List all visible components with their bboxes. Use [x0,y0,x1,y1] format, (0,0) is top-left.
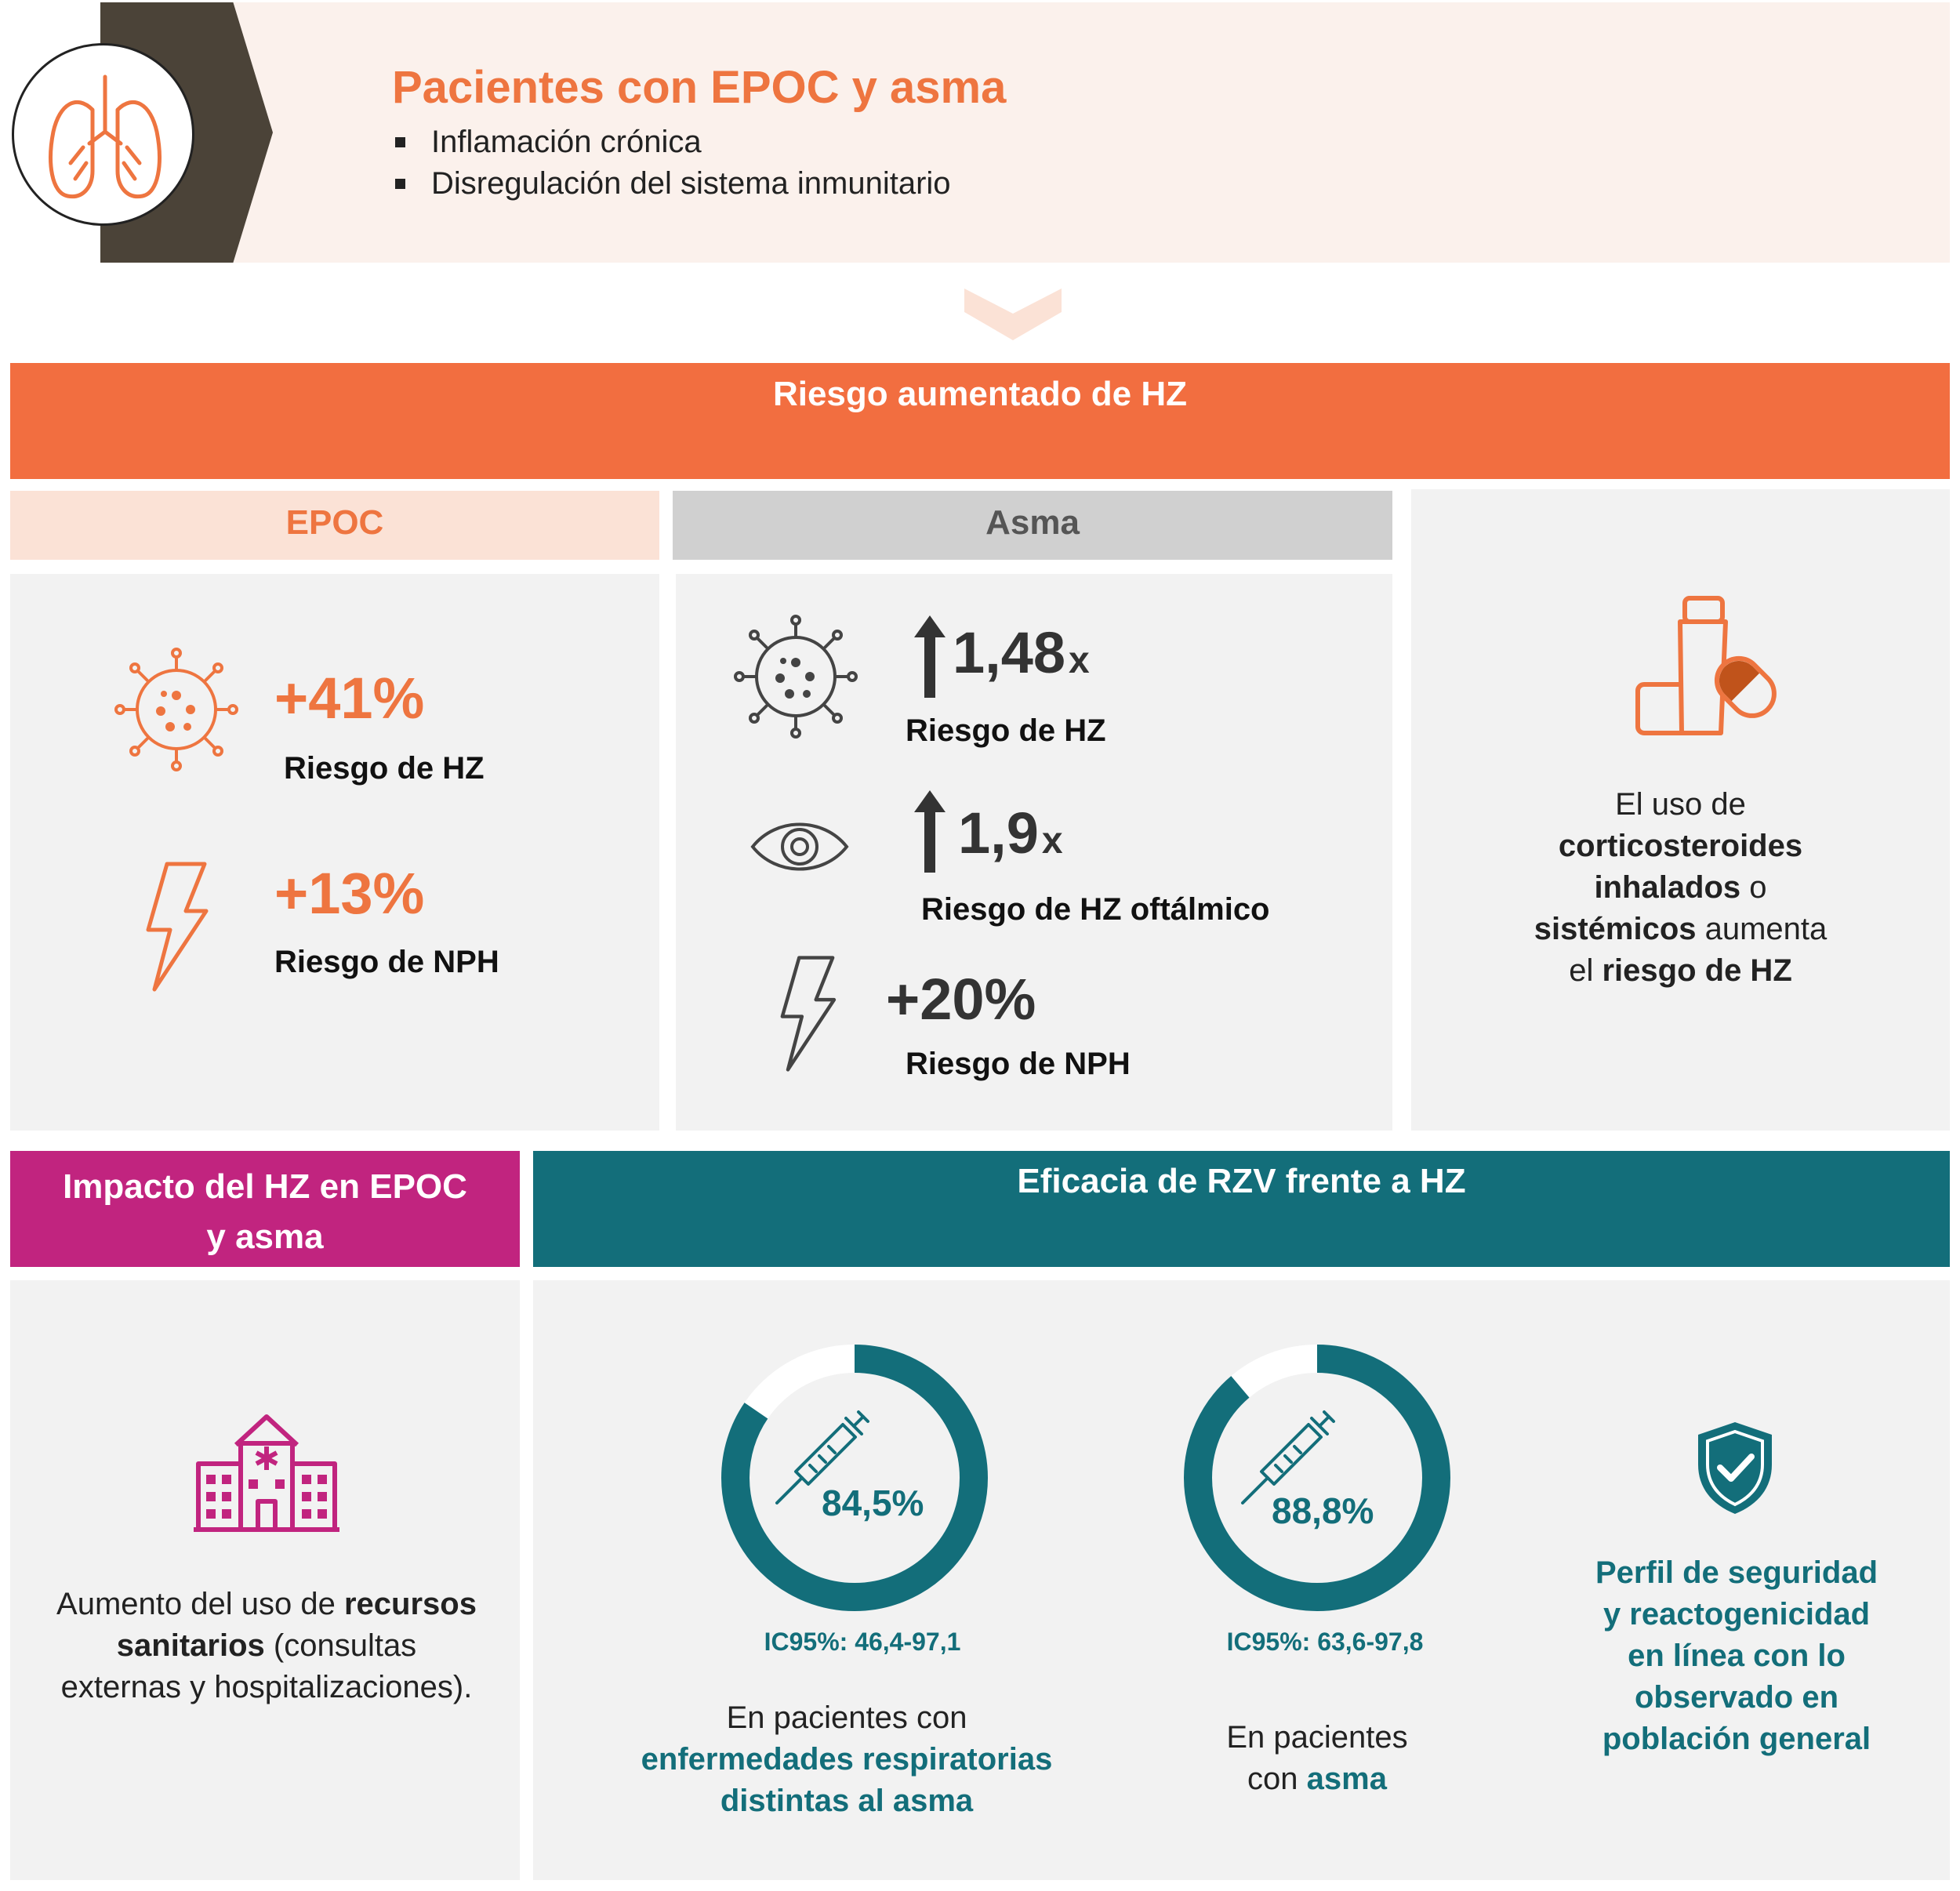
virus-icon [734,615,858,739]
asma-hz-number: 1,48 [953,620,1066,685]
epoc-nph-label: Riesgo de NPH [274,945,499,979]
safety-line: población general [1602,1722,1871,1756]
donut-description: En pacientes con asma [1160,1717,1474,1800]
asma-hz-unit: x [1069,640,1090,681]
asma-hz-value: 1,48x [953,619,1090,686]
epoc-hz-value: +41% [274,666,425,731]
safety-line: en línea con lo [1628,1639,1846,1673]
impact-t2: recursos [343,1587,477,1621]
asma-label: Asma [985,503,1080,542]
header-bullet: Disregulación del sistema inmunitario [392,163,951,205]
cort-t3: inhalados [1594,870,1741,905]
header-bullet: Inflamación crónica [392,122,951,163]
asma-eye-unit: x [1041,820,1063,862]
epoc-label: EPOC [285,503,384,542]
desc-line: enfermedades respiratorias [641,1742,1053,1777]
impact-panel [10,1280,520,1880]
impact-title: Impacto del HZ en EPOC y asma [10,1162,520,1262]
eye-icon [750,822,849,871]
lightning-icon [780,956,837,1072]
syringe-icon [775,1410,869,1504]
lungs-icon-circle [12,43,194,226]
asma-eye-label: Riesgo de HZ oftálmico [921,892,1270,927]
pill-icon [1714,655,1777,718]
epoc-nph-value: +13% [274,861,425,926]
header-bullet-list: Inflamación crónica Disregulación del si… [392,122,951,205]
impact-t3: sanitarios [116,1628,265,1663]
desc-line: con [1247,1762,1307,1796]
shield-check-icon [1698,1422,1772,1514]
risk-band [10,363,1950,479]
impact-t1: Aumento del uso de [56,1587,344,1621]
donut-value-arc [721,1345,988,1611]
impact-title-line: Impacto del HZ en EPOC [63,1167,467,1206]
epoc-hz-label: Riesgo de HZ [284,751,485,786]
desc-line: En pacientes [1226,1720,1408,1755]
lightning-icon [146,862,209,992]
impact-title-line: y asma [206,1218,324,1256]
efficacy-title: Eficacia de RZV frente a HZ [1017,1162,1466,1200]
arrow-up-icon [914,615,946,698]
epoc-tab [10,491,659,560]
impact-text: Aumento del uso de recursos sanitarios (… [31,1584,502,1708]
efficacy-donut [721,1345,988,1611]
asma-nph-value: +20% [886,967,1036,1032]
asma-eye-value: 1,9x [958,800,1063,866]
inhaler-icon [1635,596,1777,735]
virus-icon [114,648,238,771]
safety-line: observado en [1634,1680,1839,1715]
cort-t4: o [1740,870,1767,905]
header-banner [102,2,1950,263]
cort-t2: corticosteroides [1558,829,1803,863]
risk-title: Riesgo aumentado de HZ [772,375,1188,413]
confidence-interval: IC95%: 63,6-97,8 [1226,1628,1424,1656]
efficacy-donut [1184,1345,1450,1611]
donut-value-arc [1184,1345,1450,1611]
corticosteroids-text: El uso de corticosteroides inhalados o s… [1439,784,1922,992]
cort-t1: El uso de [1615,787,1746,822]
hospital-icon [194,1414,339,1532]
cort-t6: aumenta [1696,912,1828,946]
cort-t8: riesgo de HZ [1602,953,1792,988]
arrow-up-icon [914,790,946,873]
asma-hz-label: Riesgo de HZ [906,713,1106,748]
header-title: Pacientes con EPOC y asma [392,62,1007,113]
desc-line: distintas al asma [720,1784,974,1818]
impact-t5: externas y hospitalizaciones). [60,1670,473,1704]
lungs-icon [49,74,162,199]
impact-t4: (consultas [264,1628,417,1663]
cort-t5: sistémicos [1534,912,1697,946]
asma-nph-label: Riesgo de NPH [906,1047,1131,1081]
safety-line: Perfil de seguridad [1595,1555,1878,1590]
corticosteroids-panel [1411,489,1950,1131]
chevron-down-icon [964,289,1062,340]
desc-line-highlight: asma [1306,1762,1387,1796]
safety-line: y reactogenicidad [1602,1597,1871,1631]
cort-t7: el [1569,953,1602,988]
safety-text: Perfil de seguridad y reactogenicidad en… [1556,1552,1917,1760]
impact-band [10,1151,520,1267]
confidence-interval: IC95%: 46,4-97,1 [764,1628,961,1656]
syringe-icon [1241,1410,1335,1504]
epoc-panel [10,574,659,1131]
asma-tab [673,491,1392,560]
donut-description: En pacientes con enfermedades respirator… [612,1697,1082,1822]
asma-eye-number: 1,9 [958,800,1039,866]
desc-line: En pacientes con [726,1700,967,1735]
efficacy-band [533,1151,1950,1267]
donut-percent-label: 88,8% [1272,1490,1374,1531]
donut-percent-label: 84,5% [822,1483,924,1523]
